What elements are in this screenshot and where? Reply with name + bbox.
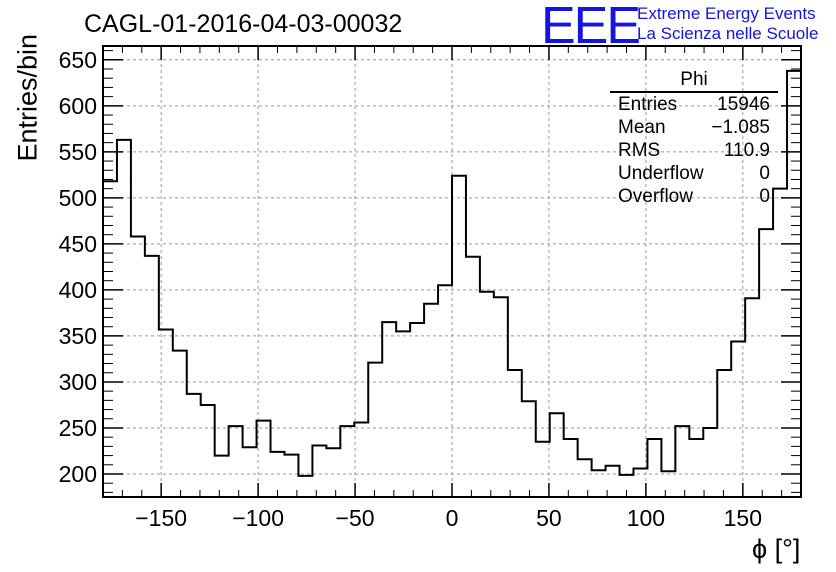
stats-value: 0 — [759, 163, 770, 184]
y-tick-label: 600 — [59, 93, 97, 119]
stats-row-mean: Mean −1.085 — [610, 116, 778, 139]
y-tick-label: 500 — [59, 185, 97, 211]
eee-logo: EEE — [541, 0, 641, 55]
stats-key: Mean — [618, 117, 666, 138]
y-tick-label: 200 — [59, 461, 97, 487]
stats-box-title: Phi — [610, 70, 778, 93]
stats-row-entries: Entries 15946 — [610, 93, 778, 116]
y-tick-label: 550 — [59, 139, 97, 165]
stats-key: RMS — [618, 140, 661, 161]
stats-value: 0 — [759, 186, 770, 207]
x-tick-label: −150 — [135, 505, 187, 531]
stats-row-underflow: Underflow 0 — [610, 162, 778, 185]
logo-line-1: Extreme Energy Events — [637, 4, 816, 23]
axis-tick-labels: −150 −100 −50 0 50 100 150 200 250 300 350 400 450 50… — [59, 47, 762, 531]
y-tick-label: 250 — [59, 415, 97, 441]
x-tick-label: −100 — [232, 505, 284, 531]
stats-row-rms: RMS 110.9 — [610, 139, 778, 162]
stats-key: Overflow — [618, 186, 693, 207]
logo-line-2: La Scienza nelle Scuole — [637, 24, 819, 43]
axis-ticks — [102, 46, 802, 497]
stats-value: −1.085 — [711, 117, 770, 138]
x-tick-label: 50 — [536, 505, 562, 531]
chart-title: CAGL-01-2016-04-03-00032 — [84, 10, 403, 38]
y-tick-label: 400 — [59, 277, 97, 303]
y-tick-label: 300 — [59, 369, 97, 395]
x-axis-label: ϕ [°] — [752, 534, 801, 564]
stats-box: Phi Entries 15946 Mean −1.085 RMS 110.9 … — [610, 70, 778, 208]
x-tick-label: 100 — [627, 505, 665, 531]
stats-value: 110.9 — [723, 140, 770, 161]
stats-key: Entries — [618, 94, 678, 115]
y-tick-label: 650 — [59, 47, 97, 73]
stats-value: 15946 — [717, 94, 770, 115]
x-tick-label: −50 — [336, 505, 375, 531]
y-tick-label: 450 — [59, 231, 97, 257]
x-tick-label: 0 — [446, 505, 459, 531]
y-axis-label: Entries/bin — [12, 33, 43, 162]
y-tick-label: 350 — [59, 323, 97, 349]
x-tick-label: 150 — [724, 505, 762, 531]
stats-key: Underflow — [618, 163, 704, 184]
histogram-series — [103, 69, 801, 477]
stats-row-overflow: Overflow 0 — [610, 185, 778, 208]
